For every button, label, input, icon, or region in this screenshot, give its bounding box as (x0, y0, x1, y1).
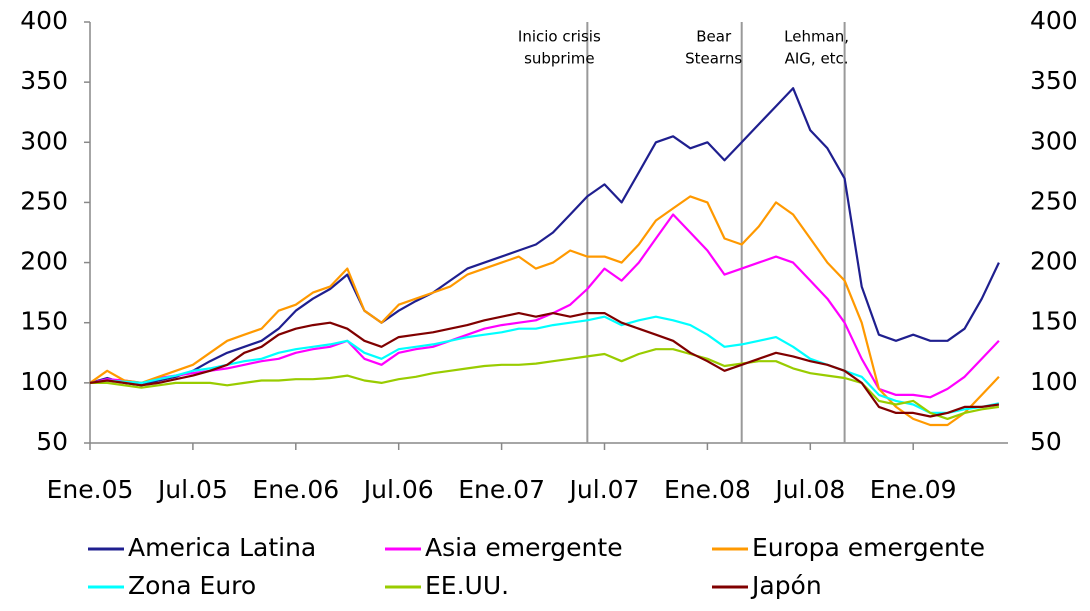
line-series (89, 312, 1000, 418)
line-series (90, 348, 1000, 420)
line-series (89, 213, 1000, 399)
y2-tick-label: 50 (1030, 427, 1062, 456)
x-tick-label: Jul.05 (156, 475, 228, 504)
annotation-text: subprime (524, 50, 595, 68)
y-tick-label: 400 (20, 6, 68, 35)
x-tick-label: Jul.06 (362, 475, 434, 504)
x-tick-label: Ene.06 (252, 475, 339, 504)
legend-label: Asia emergente (425, 533, 623, 562)
y-tick-label: 200 (20, 247, 68, 276)
x-tick-label: Ene.05 (47, 475, 134, 504)
x-tick-label: Ene.09 (870, 475, 957, 504)
legend-label: Europa emergente (752, 533, 985, 562)
annotation-text: Stearns (685, 50, 742, 68)
y-tick-label: 250 (20, 186, 68, 215)
y2-tick-label: 400 (1030, 6, 1078, 35)
y2-tick-label: 100 (1030, 367, 1078, 396)
line-series (89, 195, 1000, 427)
annotation-text: Inicio crisis (518, 28, 601, 46)
legend-label: America Latina (128, 533, 316, 562)
x-tick-label: Ene.08 (664, 475, 751, 504)
legend-label: EE.UU. (425, 571, 509, 600)
y-tick-label: 300 (20, 126, 68, 155)
legend-label: Zona Euro (128, 571, 256, 600)
y2-tick-label: 200 (1030, 247, 1078, 276)
y-tick-label: 350 (20, 66, 68, 95)
line-series (89, 87, 1000, 387)
legend-label: Japón (750, 571, 822, 600)
annotation-text: Bear (696, 28, 732, 46)
y-tick-label: 150 (20, 307, 68, 336)
y2-tick-label: 250 (1030, 186, 1078, 215)
x-tick-label: Jul.07 (568, 475, 640, 504)
annotation-text: Lehman, (784, 28, 849, 46)
annotation-text: AIG, etc. (785, 50, 849, 68)
x-tick-label: Jul.08 (773, 475, 845, 504)
y2-tick-label: 300 (1030, 126, 1078, 155)
y2-tick-label: 350 (1030, 66, 1078, 95)
y-tick-label: 100 (20, 367, 68, 396)
y2-tick-label: 150 (1030, 307, 1078, 336)
y-tick-label: 50 (36, 427, 68, 456)
x-tick-label: Ene.07 (458, 475, 545, 504)
